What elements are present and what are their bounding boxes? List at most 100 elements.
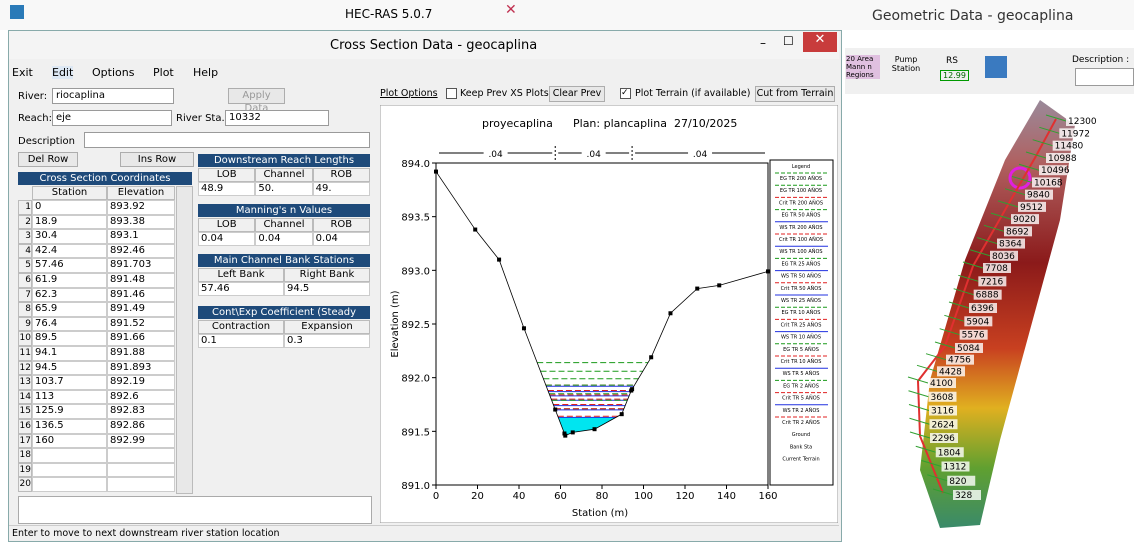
- cell: 892.19: [107, 375, 175, 390]
- station-label: 328: [955, 491, 972, 501]
- cut-terrain[interactable]: Cut from Terrain: [755, 86, 835, 102]
- description-input[interactable]: [84, 132, 370, 148]
- description-input[interactable]: [1075, 68, 1134, 86]
- ins-row[interactable]: Ins Row: [120, 152, 194, 167]
- ground-point: [522, 326, 526, 330]
- x-tick-label: 160: [758, 491, 777, 502]
- x-tick-label: 100: [634, 491, 653, 502]
- cell: 891.52: [107, 317, 175, 332]
- notes-box[interactable]: [18, 496, 372, 524]
- field[interactable]: 94.5: [284, 282, 370, 296]
- row-number: 12: [18, 361, 32, 376]
- keep-prev: Keep Prev XS Plots: [460, 88, 549, 99]
- field[interactable]: 0.04: [198, 232, 255, 246]
- map-tool[interactable]: [985, 56, 1007, 78]
- menu-item[interactable]: Options: [92, 66, 134, 79]
- clear-prev[interactable]: Clear Prev: [549, 86, 605, 102]
- station-label: 5904: [966, 317, 989, 327]
- col-header: Expansion: [284, 320, 370, 334]
- cell: 65.9: [32, 302, 107, 317]
- y-axis-title: Elevation (m): [390, 290, 401, 357]
- ground-point: [563, 434, 567, 438]
- river-map: 1230011972114801098810496101689840951290…: [845, 94, 1134, 540]
- cell: [32, 448, 107, 463]
- legend-label: EG TR 200 AÑOS: [780, 175, 822, 182]
- cell: 891.46: [107, 288, 175, 303]
- legend-title: Legend: [792, 164, 810, 170]
- apply-button[interactable]: Apply Data: [228, 88, 285, 104]
- ground-point: [571, 430, 575, 434]
- row-number: 4: [18, 244, 32, 259]
- y-tick-label: 892.5: [401, 320, 430, 331]
- field[interactable]: 0.3: [284, 334, 370, 348]
- field[interactable]: 0.04: [313, 232, 370, 246]
- menu-item[interactable]: Exit: [12, 66, 33, 79]
- station-label: River Sta.:: [176, 113, 228, 124]
- station-label: 3608: [931, 393, 954, 403]
- del-row[interactable]: Del Row: [18, 152, 78, 167]
- row-number: 2: [18, 215, 32, 230]
- col-header: Elevation: [107, 186, 175, 200]
- cell: [32, 463, 107, 478]
- river-select[interactable]: riocaplina: [52, 88, 174, 104]
- ground-point: [434, 170, 438, 174]
- menu-item[interactable]: Edit: [52, 66, 73, 79]
- reach-select[interactable]: eje: [52, 110, 172, 126]
- pump-tool[interactable]: Pump Station: [890, 55, 922, 73]
- menu-item[interactable]: Plot: [153, 66, 174, 79]
- n-value-label: .04: [693, 150, 708, 160]
- minimize[interactable]: –: [760, 36, 766, 50]
- cell: [107, 463, 175, 478]
- close-x[interactable]: ✕: [505, 2, 517, 18]
- field[interactable]: 0.04: [255, 232, 312, 246]
- station-select[interactable]: 10332: [225, 110, 329, 126]
- reach-label: Reach:: [18, 113, 52, 124]
- scrollbar[interactable]: [176, 186, 193, 494]
- legend-label: Crit TR 5 AÑOS: [782, 395, 820, 402]
- screen: HEC-RAS 5.0.7 ✕ Geometric Data - geocapl…: [0, 0, 1134, 540]
- plot-bg: [380, 105, 838, 523]
- row-number: 5: [18, 258, 32, 273]
- cell: 893.38: [107, 215, 175, 230]
- cell: 891.893: [107, 361, 175, 376]
- cell: 891.703: [107, 258, 175, 273]
- row-number: 15: [18, 404, 32, 419]
- close[interactable]: ✕: [803, 32, 837, 52]
- legend-label: WS TR 25 AÑOS: [781, 297, 821, 304]
- menu-item[interactable]: Help: [193, 66, 218, 79]
- field[interactable]: 57.46: [198, 282, 284, 296]
- legend-label: Crit TR 25 AÑOS: [781, 321, 822, 328]
- y-tick-label: 894.0: [401, 159, 430, 170]
- cell: 892.99: [107, 434, 175, 449]
- n-value-label: .04: [488, 150, 503, 160]
- menu-bar: Exit Edit Options Plot Help: [12, 66, 372, 82]
- table-body: 10893.92218.9893.38330.4893.1442.4892.46…: [18, 200, 175, 492]
- rs-tool[interactable]: RS: [946, 56, 958, 66]
- field[interactable]: 50.: [255, 182, 312, 196]
- field[interactable]: 49.: [313, 182, 370, 196]
- geometry-title: Geometric Data - geocaplina: [872, 8, 1073, 24]
- ground-point: [630, 387, 634, 391]
- station-label: 9512: [1020, 203, 1043, 213]
- cell: 94.1: [32, 346, 107, 361]
- row-number: 10: [18, 331, 32, 346]
- checkbox[interactable]: [446, 88, 457, 99]
- ground-point: [649, 355, 653, 359]
- plot-plan: Plan: plancaplina: [573, 117, 667, 130]
- field[interactable]: 0.1: [198, 334, 284, 348]
- legend-label: EG TR 2 AÑOS: [783, 382, 819, 389]
- regions-tool[interactable]: 20 Area Mann n Regions: [846, 55, 880, 79]
- checkbox-checked[interactable]: ✓: [620, 88, 631, 99]
- cell: 891.66: [107, 331, 175, 346]
- x-tick-label: 140: [717, 491, 736, 502]
- legend-label: Crit TR 2 AÑOS: [782, 419, 820, 426]
- maximize[interactable]: ☐: [783, 34, 794, 48]
- row-number: 17: [18, 434, 32, 449]
- col-header: Contraction: [198, 320, 284, 334]
- x-axis-title: Station (m): [572, 508, 628, 519]
- row-number: 7: [18, 288, 32, 303]
- row-number: 3: [18, 229, 32, 244]
- legend-label: WS TR 50 AÑOS: [781, 273, 821, 280]
- field[interactable]: 48.9: [198, 182, 255, 196]
- plot-options[interactable]: Plot Options: [380, 88, 438, 99]
